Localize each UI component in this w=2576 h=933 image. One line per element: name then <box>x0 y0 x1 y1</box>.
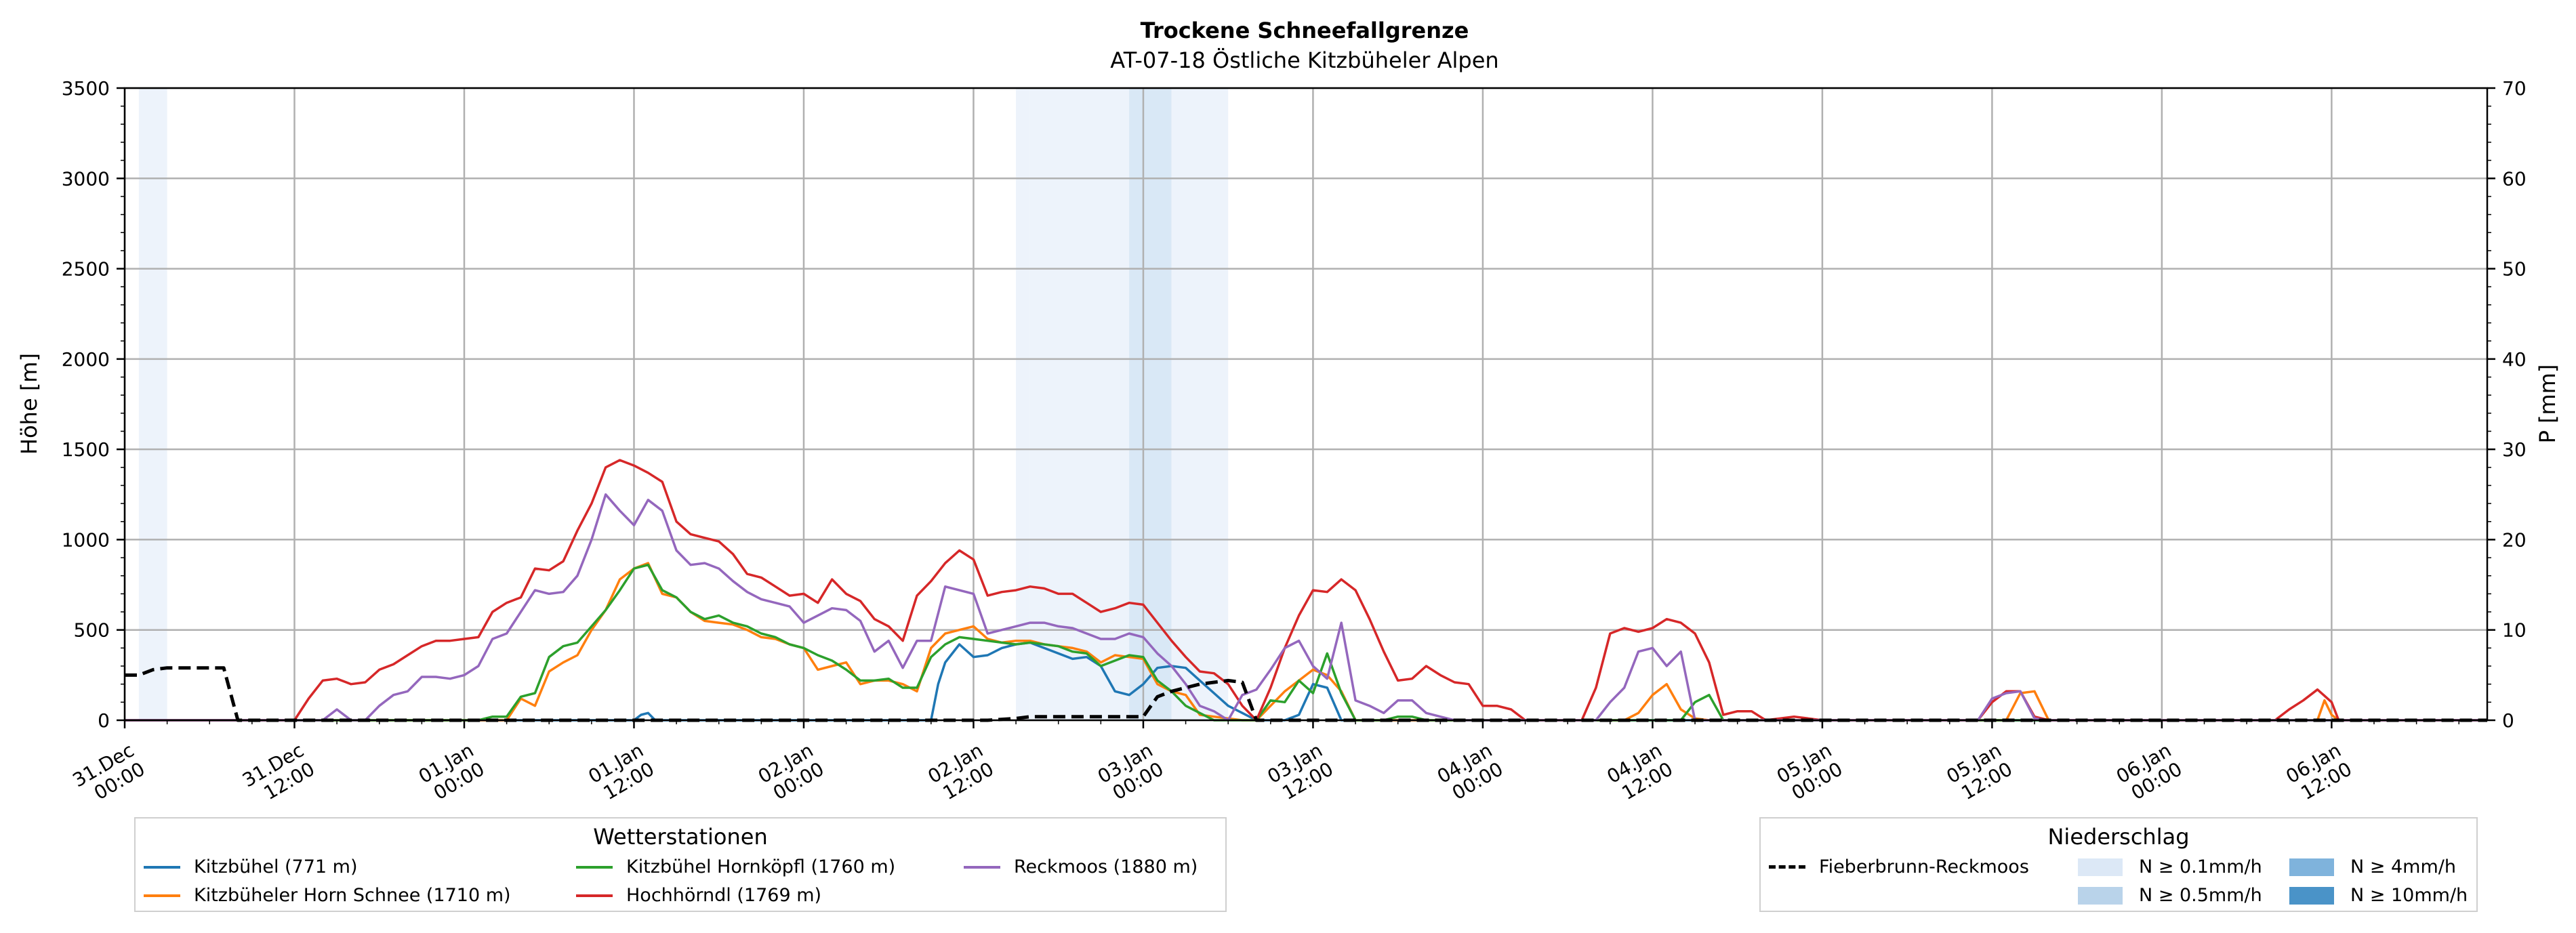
x-tick-label: 02.Jan00:00 <box>754 739 827 806</box>
x-tick-label: 04.Jan12:00 <box>1603 739 1676 806</box>
precip-band-0 <box>138 88 167 720</box>
legend-entry-hornkoepfl: Kitzbühel Hornköpfl (1760 m) <box>576 856 895 877</box>
legend-line-kitzbuehel <box>144 865 180 869</box>
x-tick-label: 04.Jan00:00 <box>1433 739 1507 806</box>
y-tick-label-left: 500 <box>74 619 110 642</box>
legend-entry-fieberbrunn: Fieberbrunn-Reckmoos <box>1769 856 2029 877</box>
legend-line-reckmoos <box>964 865 1000 869</box>
x-tick-label: 03.Jan00:00 <box>1094 739 1167 806</box>
x-tick-label: 06.Jan12:00 <box>2282 739 2355 806</box>
series-line-2 <box>125 563 2487 722</box>
legend-entry-precip-05: N ≥ 0.5mm/h <box>2078 885 2262 906</box>
legend-swatch-precip-05 <box>2078 886 2123 905</box>
series-line-4 <box>125 493 2487 722</box>
legend-line-hochhoerndl <box>576 894 613 897</box>
x-tick-label: 06.Jan00:00 <box>2112 739 2186 806</box>
y-tick-label-left: 3000 <box>62 167 110 190</box>
legend-entry-kitzbueheler-horn: Kitzbüheler Horn Schnee (1710 m) <box>144 885 511 906</box>
legend-line-kitzbueheler-horn <box>144 894 180 897</box>
precipitation-legend: Niederschlag Fieberbrunn-Reckmoos N ≥ 0.… <box>1759 817 2478 912</box>
y-axis-label-left: Höhe [m] <box>16 353 42 455</box>
precip-band-1 <box>1016 88 1030 720</box>
y-tick-label-left: 3500 <box>62 77 110 100</box>
y-tick-label-right: 50 <box>2502 258 2527 281</box>
y-tick-label-right: 30 <box>2502 438 2527 461</box>
legend-label: Hochhörndl (1769 m) <box>626 885 822 906</box>
legend-label: Kitzbüheler Horn Schnee (1710 m) <box>194 885 511 906</box>
legend-swatch-precip-4 <box>2289 858 2334 876</box>
precip-band-2 <box>1029 88 1130 720</box>
legend-swatch-precip-01 <box>2078 858 2123 876</box>
y-tick-label-right: 10 <box>2502 619 2527 642</box>
y-tick-label-left: 1000 <box>62 528 110 551</box>
legend-label: Kitzbühel Hornköpfl (1760 m) <box>626 856 896 877</box>
stations-legend: Wetterstationen Kitzbühel (771 m) Kitzbü… <box>134 817 1227 912</box>
legend-label: Fieberbrunn-Reckmoos <box>1819 856 2029 877</box>
y-tick-label-right: 40 <box>2502 348 2527 371</box>
y-tick-label-left: 1500 <box>62 438 110 461</box>
x-tick-label: 01.Jan12:00 <box>585 739 658 806</box>
legend-entry-kitzbuehel: Kitzbühel (771 m) <box>144 856 358 877</box>
stations-legend-title: Wetterstationen <box>593 824 768 850</box>
y-tick-label-right: 60 <box>2502 167 2527 190</box>
plot-frame <box>123 87 2489 722</box>
precip-band-3 <box>1129 88 1172 720</box>
series-line-5 <box>125 666 2487 722</box>
y-tick-label-left: 2500 <box>62 258 110 281</box>
x-tick-label: 02.Jan12:00 <box>924 739 998 806</box>
legend-entry-hochhoerndl: Hochhörndl (1769 m) <box>576 885 821 906</box>
series-line-1 <box>125 562 2487 722</box>
precipitation-bands <box>138 88 1229 720</box>
axis-ticks: 0 500 1000 1500 2000 2500 3000 3500 0 10 20 30 40 50 6… <box>62 77 2527 810</box>
legend-label: N ≥ 0.5mm/h <box>2139 885 2262 906</box>
x-tick-label: 31.Dec00:00 <box>69 739 149 810</box>
legend-label: Reckmoos (1880 m) <box>1014 856 1198 877</box>
series-line-3 <box>125 459 2487 722</box>
x-tick-label: 05.Jan00:00 <box>1773 739 1846 806</box>
y-tick-label-left: 2000 <box>62 348 110 371</box>
precipitation-legend-title: Niederschlag <box>2047 824 2190 850</box>
legend-line-hornkoepfl <box>576 865 613 869</box>
legend-entry-precip-01: N ≥ 0.1mm/h <box>2078 856 2262 877</box>
x-tick-label: 01.Jan00:00 <box>415 739 488 806</box>
y-tick-label-left: 0 <box>98 709 110 732</box>
chart-subtitle: AT-07-18 Östliche Kitzbüheler Alpen <box>1110 47 1498 73</box>
x-tick-label: 03.Jan12:00 <box>1263 739 1336 806</box>
series-lines <box>125 459 2487 722</box>
chart-title: Trockene Schneefallgrenze <box>1141 18 1469 43</box>
legend-entry-reckmoos: Reckmoos (1880 m) <box>964 856 1198 877</box>
legend-label: Kitzbühel (771 m) <box>194 856 358 877</box>
y-tick-label-right: 20 <box>2502 528 2527 551</box>
legend-swatch-precip-10 <box>2289 886 2334 905</box>
y-tick-label-right: 70 <box>2502 77 2527 100</box>
legend-label: N ≥ 4mm/h <box>2350 856 2456 877</box>
legend-entry-precip-10: N ≥ 10mm/h <box>2289 885 2468 906</box>
legend-entry-precip-4: N ≥ 4mm/h <box>2289 856 2456 877</box>
legend-label: N ≥ 0.1mm/h <box>2139 856 2262 877</box>
legend-line-fieberbrunn <box>1769 865 1805 869</box>
x-tick-label: 31.Dec12:00 <box>239 739 319 810</box>
grid-lines <box>123 87 2487 722</box>
y-tick-label-right: 0 <box>2502 709 2514 732</box>
y-axis-label-right: P [mm] <box>2535 365 2560 444</box>
legend-label: N ≥ 10mm/h <box>2350 885 2468 906</box>
precip-band-4 <box>1171 88 1229 720</box>
x-tick-label: 05.Jan12:00 <box>1942 739 2016 806</box>
